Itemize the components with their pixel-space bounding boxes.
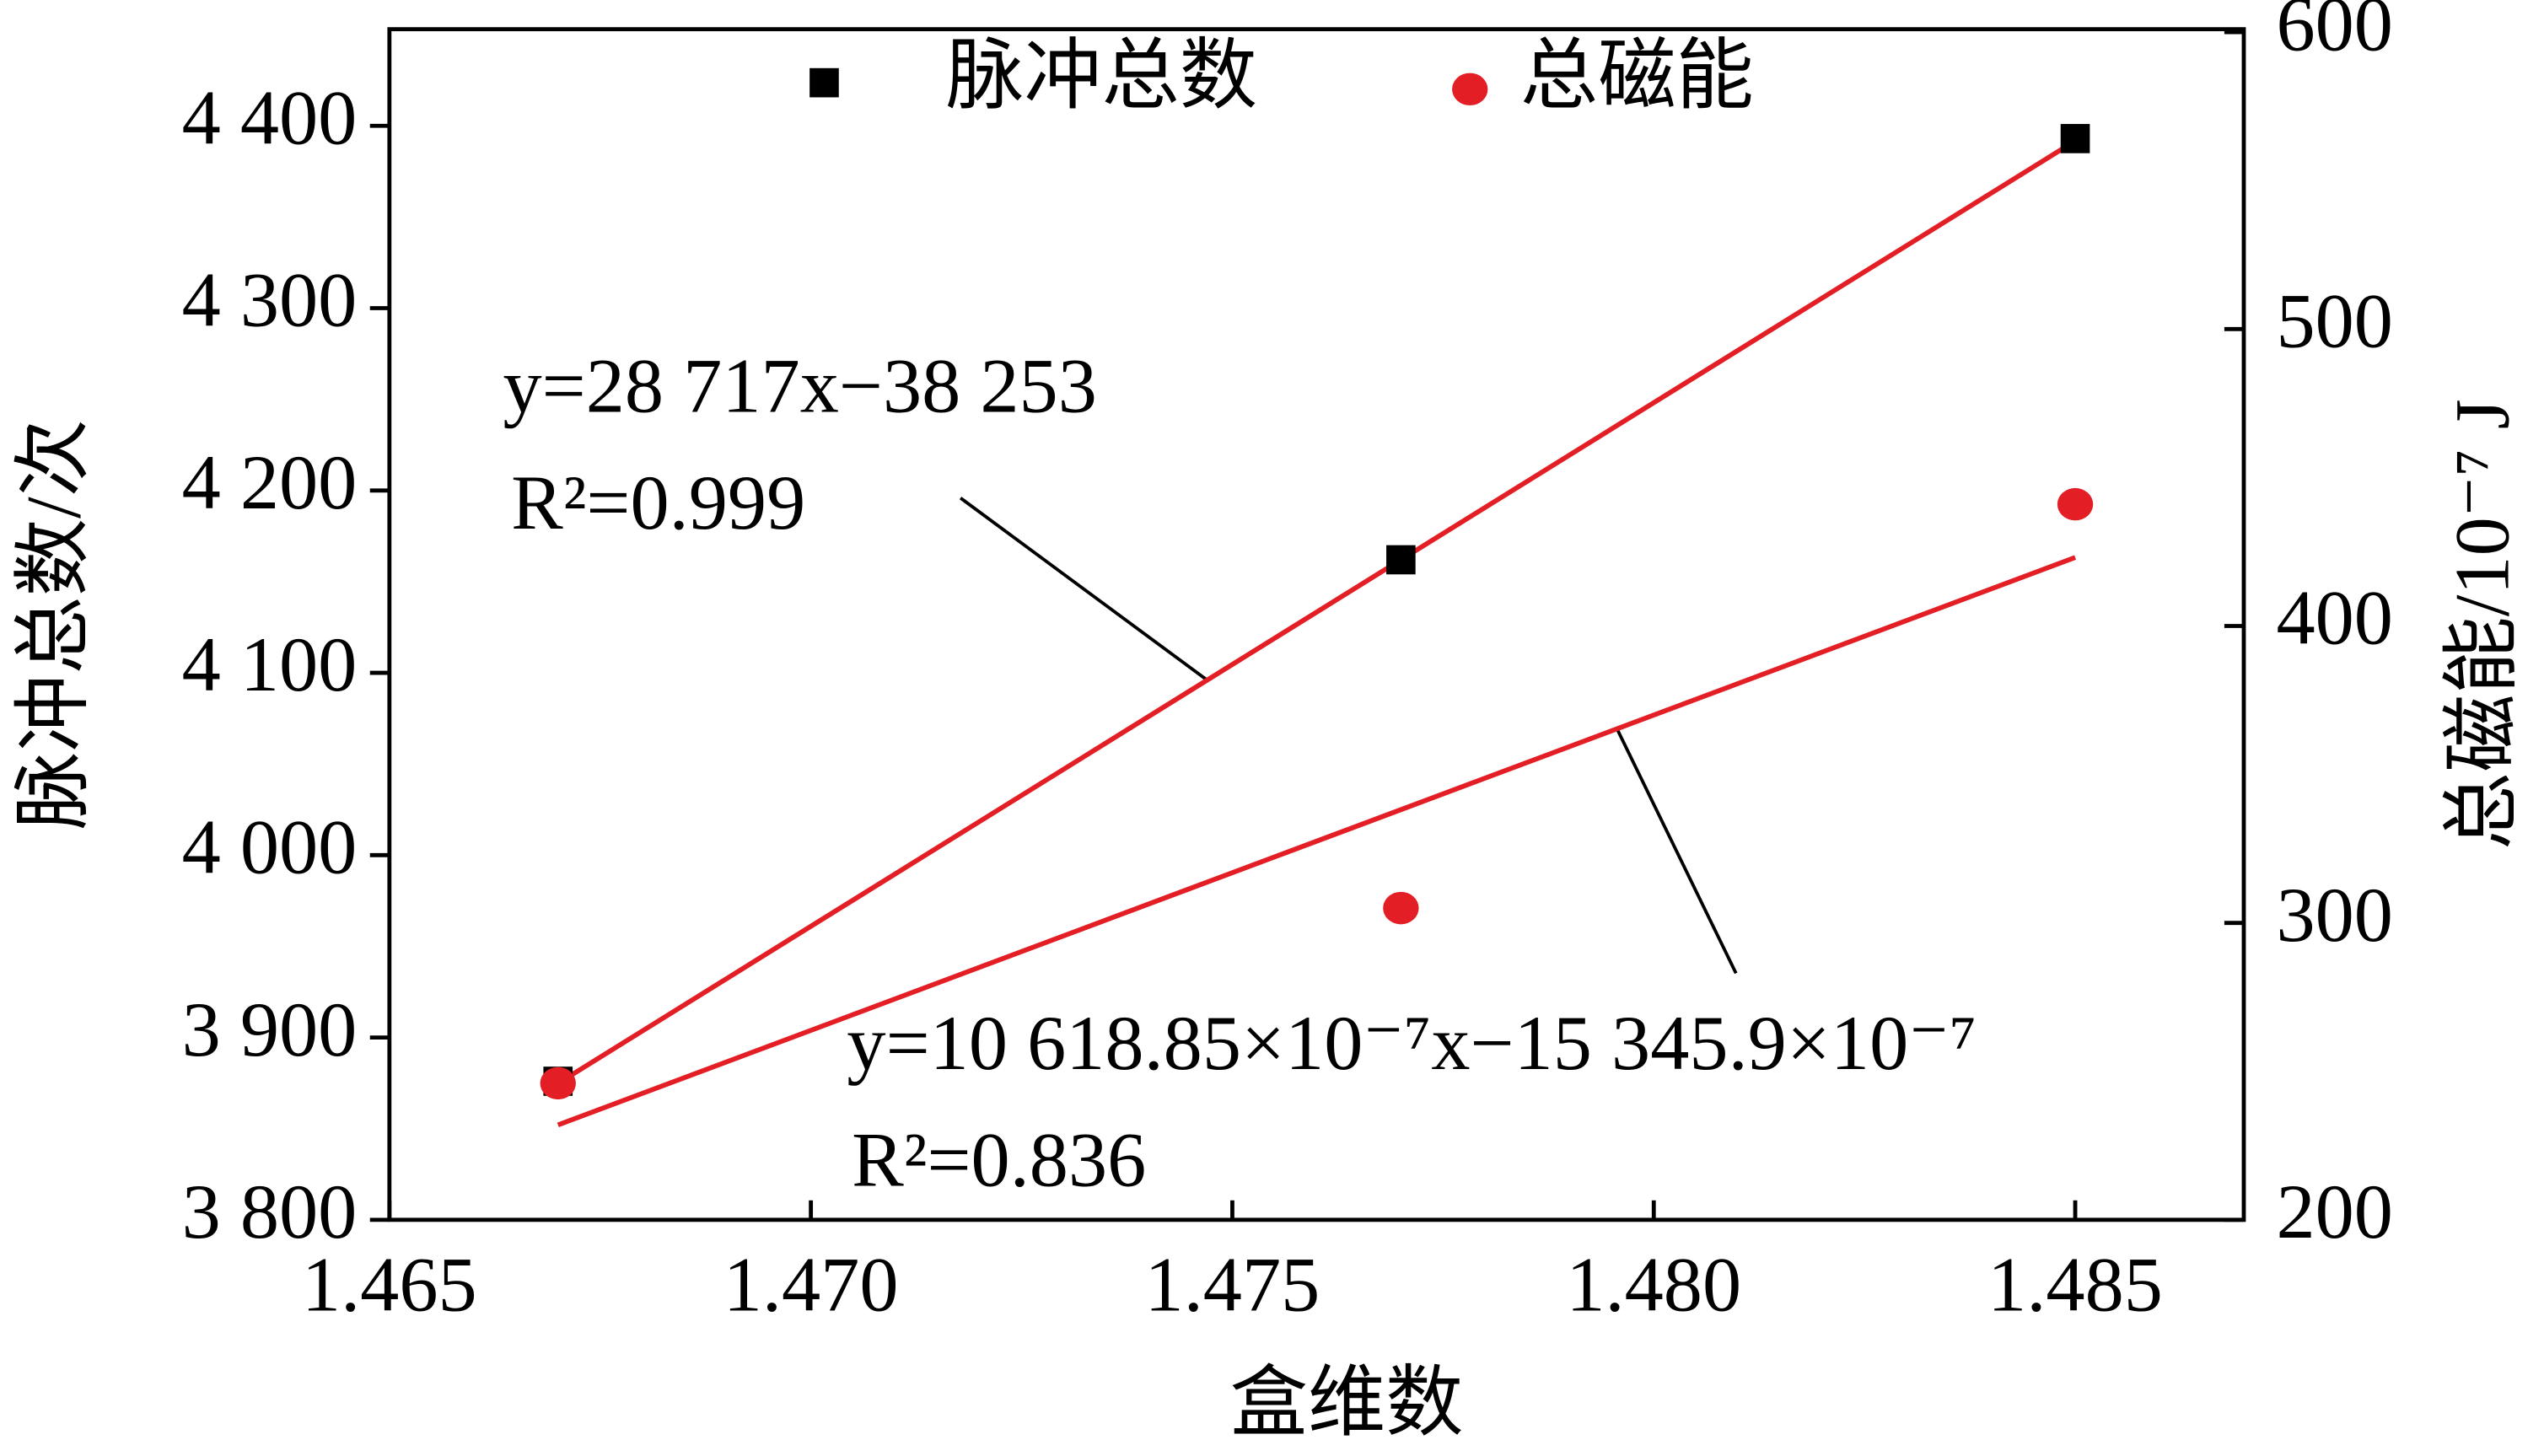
y2-tick-label: 200 (2276, 1169, 2393, 1255)
fit-r2: R²=0.836 (852, 1116, 1146, 1202)
point (1383, 891, 1419, 925)
y-tick-label: 4 000 (182, 804, 358, 890)
x-tick-label: 1.470 (723, 1242, 899, 1328)
y-tick-label: 4 400 (182, 74, 358, 160)
y2-tick-label: 600 (2276, 0, 2393, 67)
y2-tick-label: 400 (2276, 575, 2393, 661)
legend-marker (809, 67, 839, 98)
leader-line (959, 497, 1210, 683)
y-axis-label: 脉冲总数/次 (10, 419, 96, 830)
fit-r2: R²=0.999 (511, 459, 805, 545)
x-axis-label: 盒维数 (1229, 1360, 1463, 1446)
y2-tick-label: 300 (2276, 872, 2393, 958)
y2-tick-label: 500 (2276, 278, 2393, 364)
fit-line (557, 138, 2077, 1086)
point (1386, 545, 1416, 575)
fit-equation: y=10 618.85×10⁻⁷x−15 345.9×10⁻⁷ (847, 1000, 1977, 1086)
fit-line (557, 555, 2077, 1128)
y-tick-label: 4 200 (182, 439, 358, 525)
point (2060, 124, 2090, 153)
legend-label: 脉冲总数 (946, 33, 1257, 119)
y2-axis-label: 总磁能/10⁻⁷ J (2439, 399, 2525, 850)
leader-line (1616, 728, 1738, 975)
x-tick-label: 1.465 (302, 1242, 477, 1328)
legend-label: 总磁能 (1520, 33, 1754, 119)
x-tick-label: 1.485 (1987, 1242, 2163, 1328)
point (540, 1066, 576, 1100)
x-tick-label: 1.480 (1566, 1242, 1741, 1328)
y-tick-label: 3 900 (182, 986, 358, 1072)
y-tick-label: 3 800 (182, 1169, 358, 1255)
y-tick-label: 4 100 (182, 621, 358, 707)
fit-equation: y=28 717x−38 253 (503, 343, 1097, 429)
y-tick-label: 4 300 (182, 257, 358, 343)
legend-marker (1452, 73, 1488, 106)
x-tick-label: 1.475 (1145, 1242, 1320, 1328)
point (2057, 487, 2094, 521)
